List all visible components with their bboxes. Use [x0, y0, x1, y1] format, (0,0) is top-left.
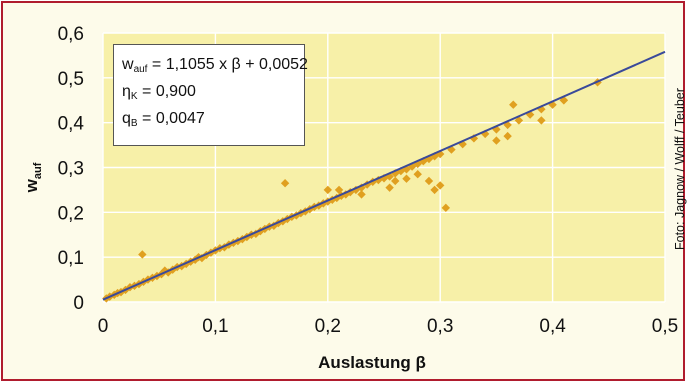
data-point	[385, 183, 394, 192]
eta-rhs: = 0,900	[142, 83, 196, 100]
data-point	[323, 185, 332, 195]
x-tick-label: 0,5	[652, 316, 678, 337]
data-point	[436, 181, 445, 190]
data-point	[509, 100, 518, 109]
y-axis-title-sub: auf	[32, 162, 44, 179]
y-tick-label: 0,1	[58, 248, 84, 269]
data-point	[441, 203, 451, 213]
equation-lhs: w	[122, 56, 134, 73]
data-point	[138, 250, 147, 259]
y-tick-label: 0,4	[58, 114, 85, 135]
q-symbol: q	[122, 110, 131, 127]
regression-line	[102, 50, 666, 301]
y-tick-label: 0,2	[58, 203, 84, 224]
y-tick-labels: 0 0,1 0,2 0,3 0,4 0,5 0,6	[58, 24, 85, 314]
data-point	[514, 116, 524, 125]
y-tick-label: 0,6	[58, 24, 84, 45]
data-point	[413, 159, 422, 169]
x-tick-label: 0,1	[202, 316, 228, 337]
data-point	[391, 176, 400, 186]
data-point	[537, 116, 546, 125]
eta-value: ηK = 0,900	[122, 78, 304, 105]
data-point	[328, 195, 337, 204]
eta-symbol: η	[122, 83, 131, 100]
q-value: qB = 0,0047	[122, 105, 304, 132]
data-point	[332, 193, 341, 203]
y-axis-title-main: w	[22, 178, 41, 193]
eta-sub: K	[130, 91, 138, 102]
data-point	[357, 190, 366, 199]
data-point	[334, 185, 344, 195]
data-point	[402, 174, 411, 183]
x-tick-label: 0,4	[539, 316, 566, 337]
q-rhs: = 0,0047	[142, 110, 205, 127]
regression-equation: wauf = 1,1055 x β + 0,0052	[122, 51, 308, 78]
equation-lhs-sub: auf	[133, 64, 148, 75]
photo-credit: Foto: Jagnow / Wolff / Teuber	[673, 88, 687, 250]
data-point	[503, 131, 512, 141]
data-point	[559, 96, 569, 105]
x-tick-label: 0,2	[315, 316, 341, 337]
data-point	[480, 129, 490, 139]
y-tick-label: 0	[73, 293, 84, 314]
data-point	[492, 136, 501, 145]
y-axis-title: wauf	[22, 162, 44, 193]
equation-box: wauf = 1,1055 x β + 0,0052 ηK = 0,900 qB…	[113, 44, 308, 146]
x-tick-label: 0	[98, 316, 109, 337]
data-point	[413, 170, 422, 179]
equation-rhs: = 1,1055 x β + 0,0052	[151, 56, 308, 73]
x-tick-labels: 0 0,1 0,2 0,3 0,4 0,5	[98, 316, 679, 337]
data-point	[424, 176, 434, 186]
q-sub: B	[130, 118, 138, 129]
data-point	[280, 178, 290, 188]
x-tick-label: 0,3	[427, 316, 453, 337]
x-axis-title: Auslastung β	[318, 353, 426, 372]
y-tick-label: 0,3	[58, 159, 84, 180]
data-point	[430, 185, 439, 195]
y-tick-label: 0,5	[58, 69, 84, 90]
